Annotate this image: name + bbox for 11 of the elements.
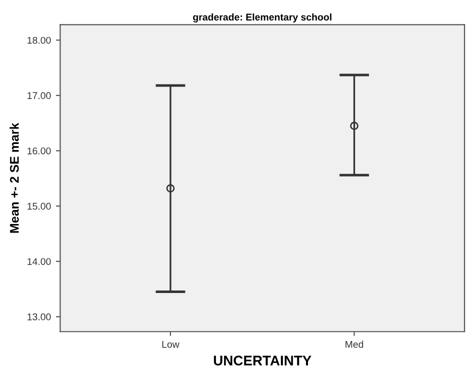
- y-tick-label: 17.00: [28, 92, 51, 100]
- x-tick-label: Low: [162, 341, 180, 348]
- y-tick-label: 15.00: [28, 202, 51, 210]
- y-tick-label: 13.00: [28, 313, 51, 320]
- y-tick-label: 14.00: [28, 258, 51, 265]
- x-axis-title: UNCERTAINTY: [214, 356, 312, 366]
- y-axis-title: Mean +- 2 SE mark: [10, 122, 19, 233]
- chart-title: graderade: Elementary school: [193, 13, 332, 23]
- y-tick-label: 18.00: [28, 36, 51, 44]
- x-tick-label: Med: [346, 340, 364, 348]
- y-tick-label: 16.00: [28, 147, 51, 154]
